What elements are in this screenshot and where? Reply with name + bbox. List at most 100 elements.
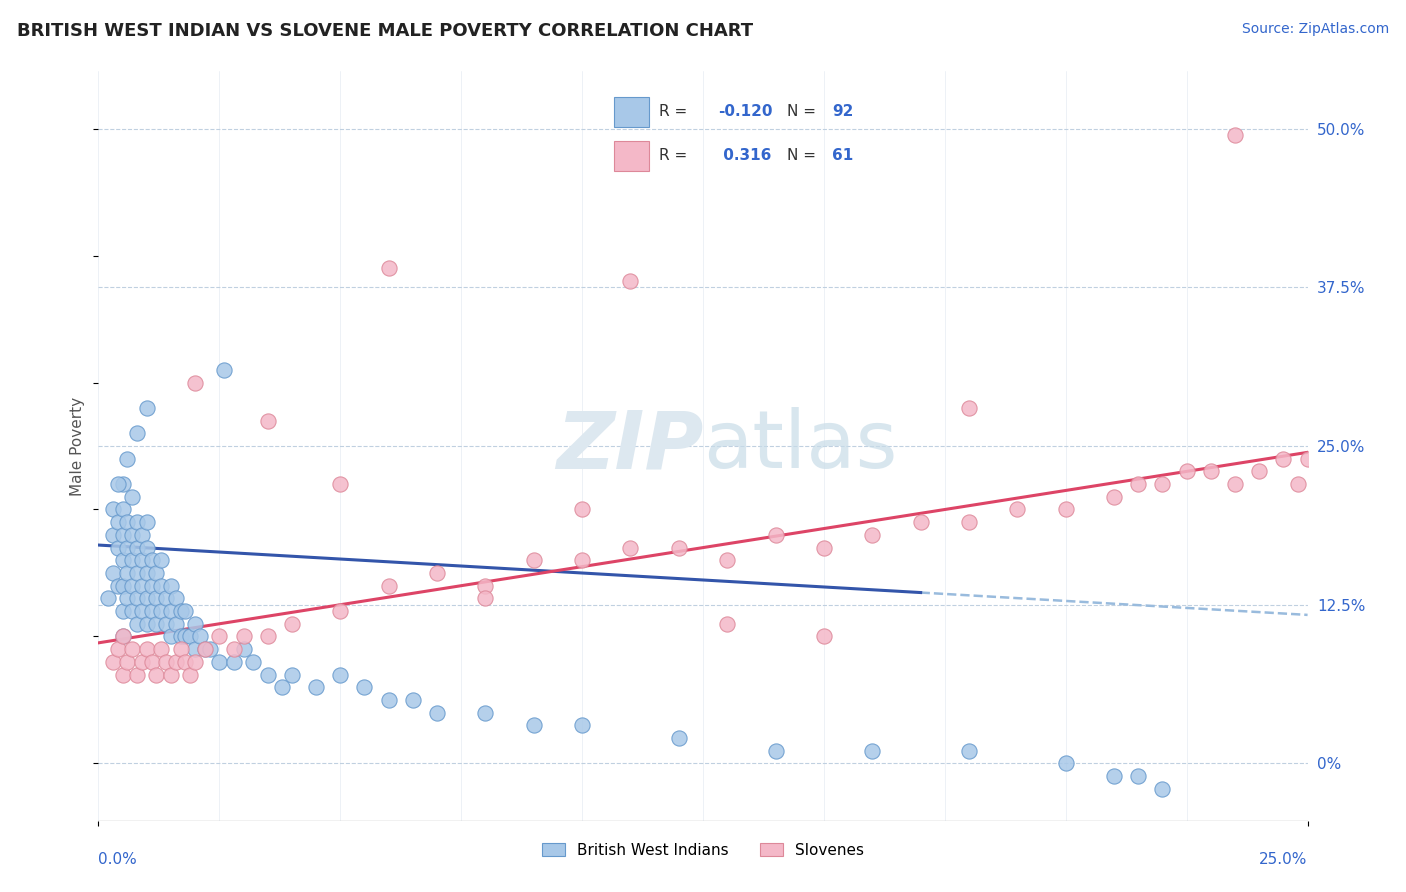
Point: [150, 604, 173, 618]
Point: [179, 630, 201, 644]
Point: [101, 566, 124, 580]
Point: [232, 630, 254, 644]
Point: [256, 667, 278, 681]
Legend: British West Indians, Slovenes: British West Indians, Slovenes: [534, 835, 872, 865]
Point: [256, 630, 278, 644]
Point: [474, 579, 496, 593]
Point: [121, 642, 143, 657]
Point: [222, 642, 245, 657]
Point: [571, 502, 593, 516]
Point: [329, 667, 352, 681]
Point: [135, 616, 157, 631]
Point: [127, 667, 149, 681]
Point: [135, 642, 157, 657]
Point: [155, 591, 177, 606]
Point: [1152, 477, 1174, 491]
Point: [145, 616, 167, 631]
Point: [135, 541, 157, 555]
Point: [305, 681, 328, 695]
Point: [121, 553, 143, 567]
Point: [127, 426, 149, 441]
Point: [155, 655, 177, 669]
Y-axis label: Male Poverty: Male Poverty: [70, 396, 86, 496]
Point: [198, 642, 221, 657]
Point: [1223, 128, 1246, 142]
Point: [377, 261, 399, 276]
Point: [107, 515, 129, 529]
Point: [127, 541, 149, 555]
Point: [1102, 769, 1125, 783]
Point: [135, 401, 157, 415]
Point: [131, 655, 153, 669]
Point: [117, 566, 139, 580]
Point: [1249, 464, 1271, 478]
Point: [571, 553, 593, 567]
Point: [127, 616, 149, 631]
Point: [165, 591, 187, 606]
Point: [208, 655, 231, 669]
Text: ZIP: ZIP: [555, 407, 703, 485]
Point: [571, 718, 593, 732]
Point: [111, 667, 134, 681]
Point: [117, 515, 139, 529]
Text: atlas: atlas: [703, 407, 897, 485]
Point: [765, 528, 787, 542]
Point: [765, 744, 787, 758]
Point: [155, 616, 177, 631]
Point: [184, 655, 207, 669]
Point: [1128, 477, 1150, 491]
Point: [111, 477, 134, 491]
Point: [135, 566, 157, 580]
Text: 25.0%: 25.0%: [1260, 853, 1308, 867]
Point: [194, 642, 217, 657]
Point: [117, 541, 139, 555]
Point: [813, 630, 835, 644]
Point: [668, 541, 690, 555]
Point: [111, 528, 134, 542]
Point: [402, 693, 425, 707]
Point: [619, 541, 641, 555]
Point: [111, 630, 134, 644]
Point: [426, 566, 449, 580]
Point: [281, 616, 304, 631]
Point: [1175, 464, 1198, 478]
Point: [1054, 756, 1077, 771]
Point: [474, 591, 496, 606]
Point: [212, 363, 235, 377]
Point: [97, 591, 120, 606]
Point: [107, 579, 129, 593]
Point: [281, 667, 304, 681]
Point: [232, 642, 254, 657]
Point: [169, 642, 191, 657]
Point: [1007, 502, 1029, 516]
Point: [377, 579, 399, 593]
Point: [353, 681, 375, 695]
Point: [131, 604, 153, 618]
Point: [523, 718, 546, 732]
Text: Source: ZipAtlas.com: Source: ZipAtlas.com: [1241, 22, 1389, 37]
Point: [208, 630, 231, 644]
Point: [860, 744, 883, 758]
Point: [127, 591, 149, 606]
Point: [619, 274, 641, 288]
Point: [271, 681, 294, 695]
Point: [1272, 451, 1295, 466]
Point: [184, 642, 207, 657]
Point: [194, 642, 217, 657]
Point: [174, 604, 197, 618]
Point: [107, 642, 129, 657]
Point: [256, 414, 278, 428]
Point: [169, 604, 191, 618]
Text: 0.0%: 0.0%: [98, 853, 138, 867]
Point: [150, 579, 173, 593]
Point: [141, 655, 163, 669]
Point: [222, 655, 245, 669]
Point: [1102, 490, 1125, 504]
Point: [117, 591, 139, 606]
Point: [145, 667, 167, 681]
Point: [910, 515, 932, 529]
Point: [141, 553, 163, 567]
Point: [426, 706, 449, 720]
Point: [127, 515, 149, 529]
Point: [474, 706, 496, 720]
